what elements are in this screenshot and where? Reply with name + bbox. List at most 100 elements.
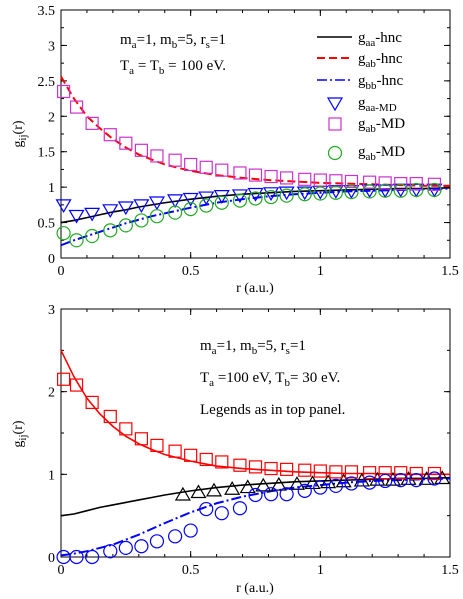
- bottom-point-g-aa-md-3: [353, 472, 370, 487]
- top-point-g-ab-md-4: [168, 153, 182, 167]
- bottom-point-g-ab-md-4: [378, 466, 392, 480]
- bottom-point-g-bb-md-5: [263, 487, 279, 502]
- bottom-xtick-label: 1: [317, 563, 324, 578]
- top-point-g-ab-md-5: [149, 209, 165, 224]
- svg-text:gab-hnc: gab-hnc: [358, 51, 403, 70]
- bottom-xtick-label: 0: [58, 563, 65, 578]
- svg-text:gab-MD: gab-MD: [358, 116, 405, 135]
- top-ytick-label: 0.5: [38, 217, 56, 232]
- bottom-annotation-params: ma=1, mb=5, rs=1: [200, 338, 306, 357]
- bottom-point-g-ab-md-4: [69, 378, 84, 392]
- bottom-point-g-ab-md-4: [264, 461, 278, 476]
- bottom-point-g-bb-md-5: [313, 480, 328, 495]
- bottom-ytick-label: 0: [48, 551, 55, 566]
- top-point-g-aa-md-3: [117, 201, 134, 216]
- bottom-point-g-bb-md-5: [279, 487, 294, 502]
- top-point-g-ab-md-4: [264, 169, 278, 184]
- bottom-point-g-ab-md-4: [313, 464, 327, 478]
- legend-marker-triangle-down: [326, 97, 344, 112]
- bottom-point-g-bb-md-5: [248, 487, 263, 503]
- top-ytick-label: 1: [48, 181, 55, 196]
- legend-entry-gab-md-circle: gab-MD: [327, 144, 405, 163]
- bottom-annotation-temps: Ta =100 eV, Tb= 30 eV.: [200, 370, 340, 389]
- top-point-g-ab-md-4: [56, 84, 71, 99]
- top-point-g-aa-md-3: [68, 209, 85, 224]
- bottom-point-g-bb-md-5: [183, 523, 198, 538]
- legend-entry-gab-md: gab-MD: [328, 116, 405, 135]
- top-ytick-label: 3: [48, 39, 55, 54]
- top-ylabel: gij(r): [11, 120, 29, 147]
- top-point-g-ab-md-4: [233, 166, 247, 180]
- bottom-point-g-bb-md-5: [149, 534, 165, 549]
- bottom-point-g-aa-md-3: [255, 477, 272, 492]
- top-ytick-label: 0: [48, 252, 55, 267]
- bottom-annotation-legend-note: Legends as in top panel.: [200, 402, 345, 418]
- bottom-point-g-bb-md-5: [297, 483, 312, 498]
- bottom-point-g-bb-md-5: [214, 506, 229, 521]
- bottom-point-g-aa-md-3: [205, 482, 223, 497]
- legend-entry-gbb-hnc: gbb-hnc: [317, 73, 403, 92]
- top-point-g-ab-md-4: [313, 173, 327, 187]
- top-xtick-label: 0: [58, 264, 65, 279]
- bottom-point-g-bb-md-5: [409, 473, 424, 488]
- top-point-g-ab-md-4: [119, 136, 133, 150]
- legend-marker-circle: [327, 145, 343, 161]
- bottom-point-g-ab-md-4: [427, 466, 442, 481]
- bottom-point-g-ab-md-4: [85, 395, 99, 410]
- top-point-g-aa-md-3: [408, 183, 425, 198]
- bottom-point-g-bb-md-5: [168, 529, 183, 544]
- top-point-g-ab-md-4: [103, 128, 117, 142]
- top-point-g-ab-md-5: [427, 182, 442, 198]
- top-point-g-ab-md-4: [184, 157, 198, 172]
- bottom-ytick-label: 3: [48, 303, 55, 318]
- top-point-g-ab-md-5: [199, 198, 214, 213]
- top-point-g-ab-md-5: [393, 183, 408, 198]
- top-point-g-ab-md-4: [394, 177, 408, 191]
- bottom-point-g-aa-md-3: [288, 476, 306, 490]
- top-point-g-aa-md-3: [198, 191, 215, 206]
- bottom-point-g-ab-md-4: [363, 466, 377, 480]
- bottom-marks: [56, 349, 451, 565]
- svg-text:gbb-hnc: gbb-hnc: [358, 73, 403, 92]
- top-point-g-ab-md-5: [232, 193, 248, 208]
- bottom-point-g-aa-md-3: [224, 481, 241, 495]
- bottom-point-g-ab-md-4: [409, 466, 423, 481]
- bottom-ticks: 0 0.5 1 1.5 0 1 2 3: [48, 303, 459, 578]
- top-point-g-ab-md-4: [280, 171, 294, 185]
- bottom-point-g-ab-md-4: [344, 465, 359, 479]
- bottom-point-g-aa-md-3: [174, 486, 191, 501]
- top-point-g-ab-md-5: [214, 195, 229, 210]
- top-point-g-ab-md-4: [427, 177, 442, 191]
- bottom-point-g-ab-md-4: [103, 409, 117, 424]
- top-point-g-aa-md-3: [296, 186, 313, 201]
- top-annotation-temps: Ta = Tb = 100 eV.: [120, 58, 226, 77]
- bottom-point-g-bb-md-5: [378, 473, 393, 489]
- top-point-g-ab-md-5: [103, 223, 118, 238]
- top-ytick-label: 2.5: [38, 75, 56, 90]
- top-point-g-ab-md-5: [168, 205, 183, 220]
- bottom-point-g-bb-md-5: [362, 475, 377, 490]
- bottom-point-g-ab-md-4: [394, 466, 408, 480]
- bottom-line-g-bb-hnc-2: [60, 477, 451, 557]
- bottom-point-g-ab-md-4: [168, 444, 182, 458]
- top-point-g-ab-md-5: [134, 213, 149, 228]
- top-point-g-ab-md-4: [150, 149, 164, 163]
- bottom-panel: 0 0.5 1 1.5 0 1 2 3 gij(r) r (a.u.) ma=1, mb=5,…: [11, 303, 459, 596]
- svg-text:gaa-MD: gaa-MD: [358, 95, 397, 114]
- top-point-g-ab-md-5: [378, 183, 393, 198]
- bottom-point-g-bb-md-5: [393, 473, 408, 488]
- top-point-g-ab-md-4: [85, 116, 99, 130]
- top-point-g-ab-md-4: [215, 163, 229, 177]
- top-ytick-label: 3.5: [38, 4, 56, 19]
- top-ytick-label: 1.5: [38, 146, 56, 161]
- top-point-g-ab-md-4: [69, 100, 84, 114]
- top-point-g-ab-md-4: [344, 174, 359, 189]
- top-xtick-label: 1.5: [441, 264, 459, 279]
- bottom-line-g-ab-hnc-1: [60, 349, 450, 476]
- bottom-point-g-ab-md-4: [329, 465, 343, 479]
- top-line-g-aa-hnc-0: [60, 187, 451, 224]
- bottom-point-g-ab-md-4: [199, 452, 213, 467]
- top-point-g-ab-md-4: [378, 176, 392, 190]
- top-legend: gaa-hnc gab-hnc gbb-hnc gaa-MD gab-MD ga…: [317, 30, 405, 163]
